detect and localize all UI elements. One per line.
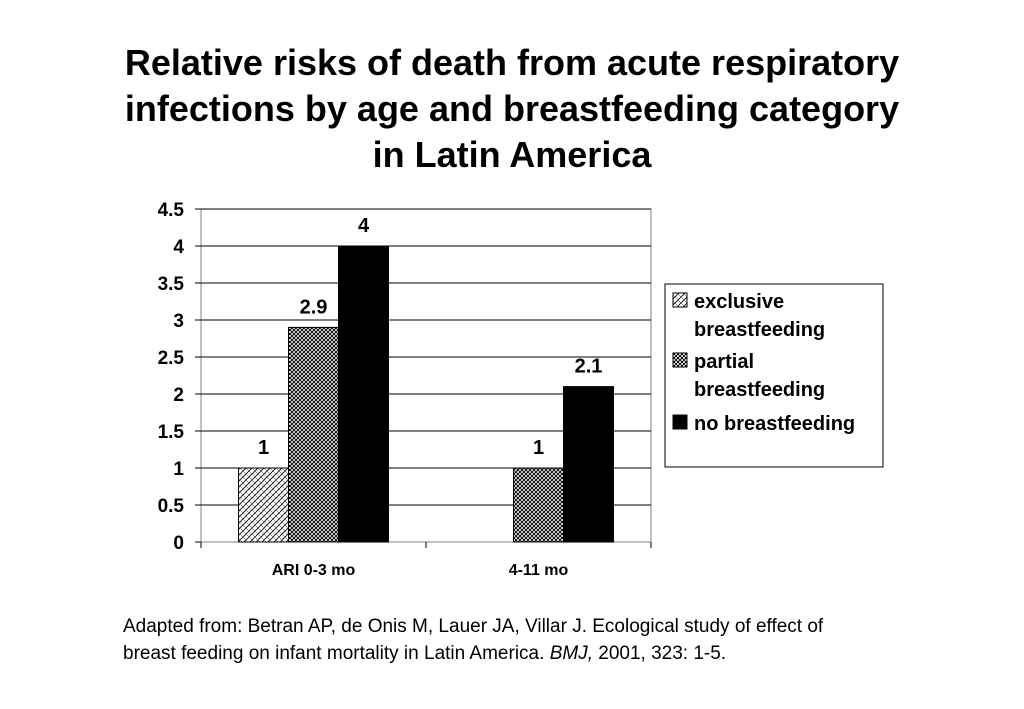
chart-title-line-1: Relative risks of death from acute respi… [124, 42, 900, 83]
source-details: 2001, 323: 1-5. [592, 643, 727, 664]
chart-title-line-3: in Latin America [372, 134, 652, 175]
legend-swatch [672, 292, 688, 308]
legend-label: partial [694, 351, 754, 373]
chart-title-line-2: infections by age and breastfeeding cate… [124, 88, 900, 129]
legend-label: exclusive [694, 291, 784, 313]
legend-label: no breastfeeding [694, 413, 855, 435]
bar [288, 326, 339, 543]
bar-chart: 0 0.5 1 1.5 2 2.5 3 3.5 4 4.5 1 2.9 4 ARI 0-3 mo 1 2.1 4… [158, 200, 884, 579]
bar [513, 467, 564, 543]
legend-box [664, 283, 884, 468]
bar [238, 467, 289, 543]
y-tick-label: 1 [173, 459, 184, 480]
journal-name: BMJ, [549, 643, 593, 664]
y-tick-label: 1.5 [158, 422, 185, 443]
bar [563, 386, 614, 543]
data-label: 4 [358, 215, 370, 237]
data-label: 2.9 [300, 296, 328, 318]
y-tick-label: 3.5 [158, 274, 185, 295]
y-tick-label: 2.5 [158, 348, 185, 369]
source-line-2: breast feeding on infant mortality in La… [123, 640, 923, 667]
x-category-label: ARI 0-3 mo [272, 562, 356, 579]
source-text: breast feeding on infant mortality in La… [123, 643, 550, 664]
data-label: 2.1 [575, 356, 603, 378]
data-label: 1 [258, 437, 269, 459]
y-tick-label: 4 [173, 237, 184, 258]
bar [338, 245, 389, 543]
x-category-label: 4-11 mo [509, 562, 569, 579]
data-label: 1 [533, 437, 544, 459]
y-tick-label: 2 [173, 385, 184, 406]
y-tick-label: 3 [173, 311, 184, 332]
legend-label: breastfeeding [694, 319, 825, 341]
y-tick-label: 4.5 [158, 200, 185, 221]
legend-label: breastfeeding [694, 379, 825, 401]
legend-swatch [672, 414, 688, 430]
legend-swatch [672, 352, 688, 368]
source-line-1: Adapted from: Betran AP, de Onis M, Laue… [123, 616, 824, 637]
y-tick-label: 0.5 [158, 496, 185, 517]
chart-title: Relative risks of death from acute respi… [62, 40, 962, 178]
legend: exclusive breastfeeding partial breastfeedi… [664, 283, 884, 468]
y-tick-label: 0 [173, 533, 184, 554]
source-citation: Adapted from: Betran AP, de Onis M, Laue… [123, 613, 923, 667]
